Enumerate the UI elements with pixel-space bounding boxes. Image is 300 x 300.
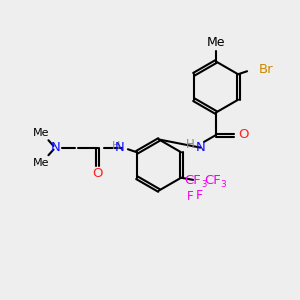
Text: H: H [186,138,194,151]
Text: N: N [196,141,205,154]
Text: F: F [187,190,194,203]
Text: 3: 3 [220,180,226,189]
Text: N: N [51,141,61,154]
Text: O: O [238,128,248,142]
Text: H: H [111,141,120,151]
Text: Me: Me [33,128,49,138]
Text: CF: CF [204,174,221,187]
Text: 3: 3 [202,180,207,189]
Text: N: N [114,141,124,154]
Text: CF: CF [185,174,202,187]
Text: F: F [196,189,202,202]
Text: Me: Me [33,158,49,168]
Text: O: O [93,167,103,180]
Text: Br: Br [259,63,274,76]
Text: Me: Me [207,35,225,49]
